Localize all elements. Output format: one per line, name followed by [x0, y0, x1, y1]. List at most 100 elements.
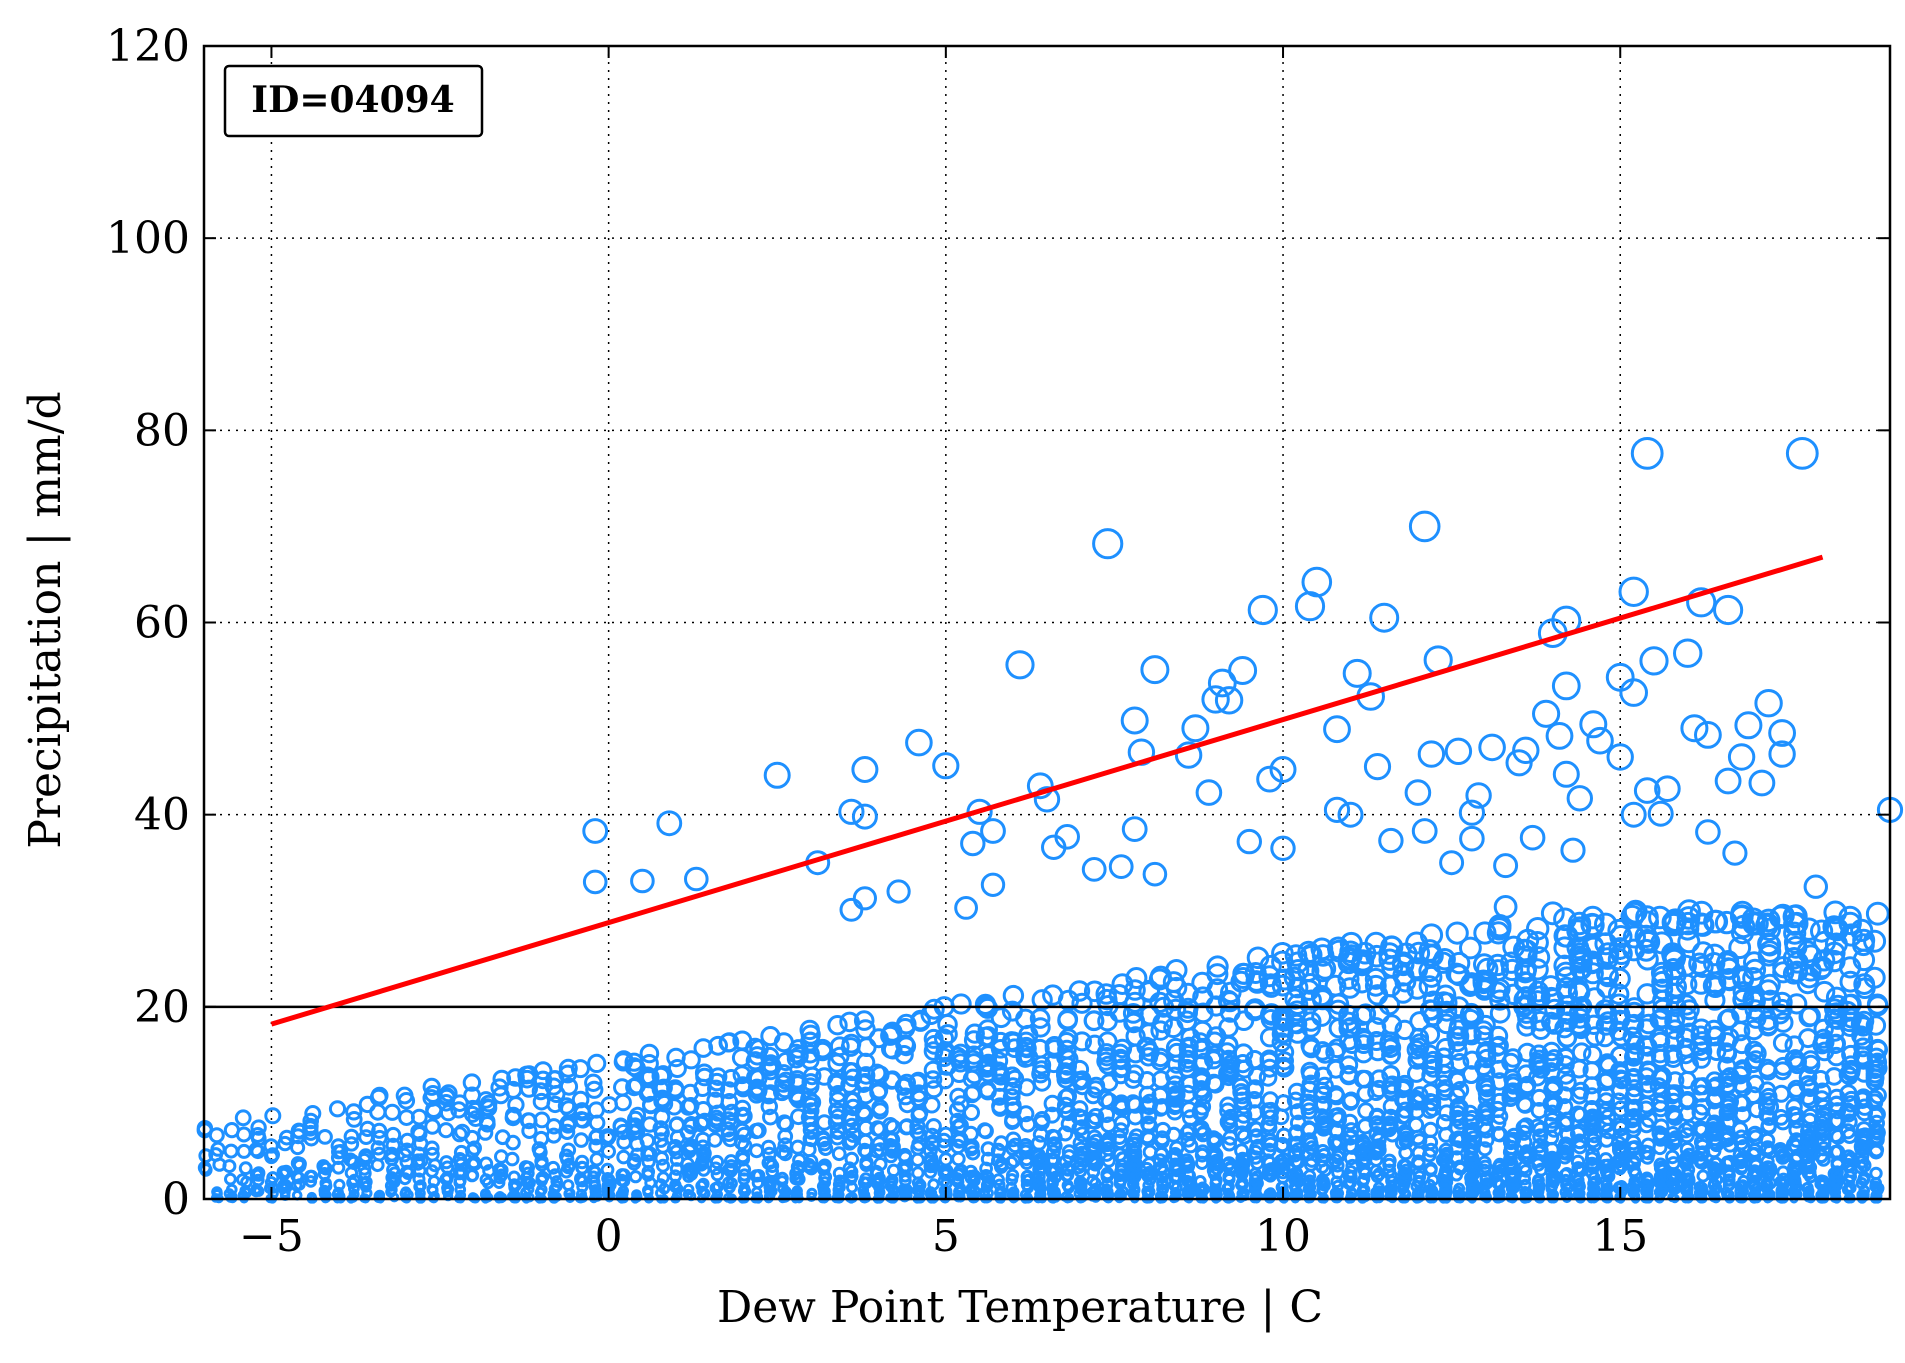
data-point: [656, 1171, 670, 1185]
data-point: [1273, 1154, 1289, 1169]
data-point: [1206, 963, 1229, 986]
data-point: [587, 1053, 607, 1074]
data-point: [585, 1080, 604, 1099]
data-point: [1364, 974, 1387, 997]
data-point: [333, 1144, 349, 1159]
data-point: [1166, 1151, 1181, 1166]
data-point: [627, 1153, 642, 1168]
data-point: [439, 1155, 454, 1170]
data-point: [304, 1105, 322, 1122]
data-point: [1378, 994, 1401, 1016]
y-tick-label: 100: [106, 213, 190, 264]
data-point: [1351, 971, 1373, 994]
data-point: [1180, 1131, 1197, 1148]
data-point: [1451, 1081, 1470, 1099]
data-point: [1488, 1025, 1509, 1047]
data-point: [1300, 989, 1322, 1011]
data-point: [1035, 1182, 1048, 1195]
x-tick-label: 0: [595, 1211, 623, 1262]
data-point: [1221, 1136, 1238, 1152]
data-point: [1002, 1066, 1022, 1086]
y-axis-label: Precipitation | mm/d: [20, 391, 71, 848]
data-point: [226, 1192, 237, 1203]
data-point: [894, 1045, 914, 1065]
data-point: [1179, 1153, 1195, 1168]
data-point: [1286, 1000, 1308, 1022]
data-point: [1234, 1157, 1249, 1172]
data-point: [1440, 1175, 1454, 1189]
data-point: [293, 1178, 306, 1191]
data-point: [991, 1153, 1006, 1168]
data-point: [800, 1044, 820, 1064]
data-point: [495, 1163, 509, 1177]
data-point: [211, 1188, 223, 1199]
data-point: [963, 1104, 980, 1121]
data-point: [720, 1093, 739, 1111]
data-point: [827, 1014, 848, 1036]
data-point: [896, 1036, 917, 1057]
data-point: [383, 1103, 401, 1121]
data-point: [707, 1079, 726, 1098]
data-point: [236, 1173, 249, 1186]
data-point: [885, 1174, 898, 1188]
x-tick-label: 15: [1592, 1211, 1648, 1262]
data-point: [815, 1130, 831, 1146]
data-point: [264, 1182, 276, 1195]
data-point: [914, 1178, 927, 1192]
data-point: [977, 1019, 998, 1040]
data-point: [1112, 1168, 1127, 1183]
data-point: [1022, 1191, 1033, 1203]
data-point: [290, 1156, 305, 1171]
data-point: [410, 1156, 426, 1171]
data-point: [1489, 989, 1511, 1011]
data-point: [1044, 1165, 1059, 1179]
data-point: [1070, 1059, 1090, 1079]
data-point: [1073, 1175, 1087, 1189]
data-point: [570, 1059, 590, 1079]
data-point: [346, 1176, 359, 1190]
data-point: [1273, 1138, 1290, 1154]
data-point: [1326, 1085, 1345, 1104]
data-point: [1473, 953, 1496, 976]
data-point: [1137, 1037, 1158, 1057]
data-point: [1084, 1112, 1101, 1130]
data-point: [479, 1094, 498, 1113]
data-point: [925, 1118, 942, 1135]
data-point: [1223, 1187, 1234, 1199]
data-point: [1260, 1153, 1276, 1168]
data-point: [251, 1173, 265, 1187]
data-point: [1453, 1182, 1466, 1195]
data-point: [492, 1069, 512, 1089]
data-point: [520, 1192, 532, 1203]
data-point: [806, 1191, 817, 1203]
data-point: [1352, 1027, 1373, 1048]
data-point: [710, 1167, 725, 1182]
data-point: [844, 1172, 858, 1186]
data-point: [923, 1159, 938, 1174]
data-point: [1407, 941, 1431, 965]
data-point: [1112, 1122, 1129, 1139]
data-point: [1274, 1094, 1293, 1112]
data-point: [1262, 1163, 1276, 1177]
data-point: [320, 1179, 333, 1193]
data-point: [1004, 1155, 1019, 1171]
data-point: [584, 1073, 603, 1093]
data-point: [910, 1152, 925, 1168]
data-point: [1418, 975, 1441, 997]
data-point: [1486, 953, 1509, 977]
data-point: [1448, 1041, 1468, 1061]
data-point: [1233, 1054, 1253, 1074]
data-point: [777, 1146, 793, 1162]
data-point: [559, 1077, 579, 1096]
x-axis-label: Dew Point Temperature | C: [717, 1282, 1323, 1333]
data-point: [412, 1172, 426, 1186]
data-point: [504, 1106, 522, 1124]
data-point: [1461, 1025, 1482, 1046]
data-point: [576, 1174, 589, 1188]
data-point: [965, 1145, 981, 1161]
data-point: [441, 1182, 453, 1194]
data-point: [263, 1138, 279, 1154]
data-point: [1490, 1126, 1507, 1142]
data-point: [249, 1127, 266, 1143]
data-point: [910, 1009, 931, 1031]
